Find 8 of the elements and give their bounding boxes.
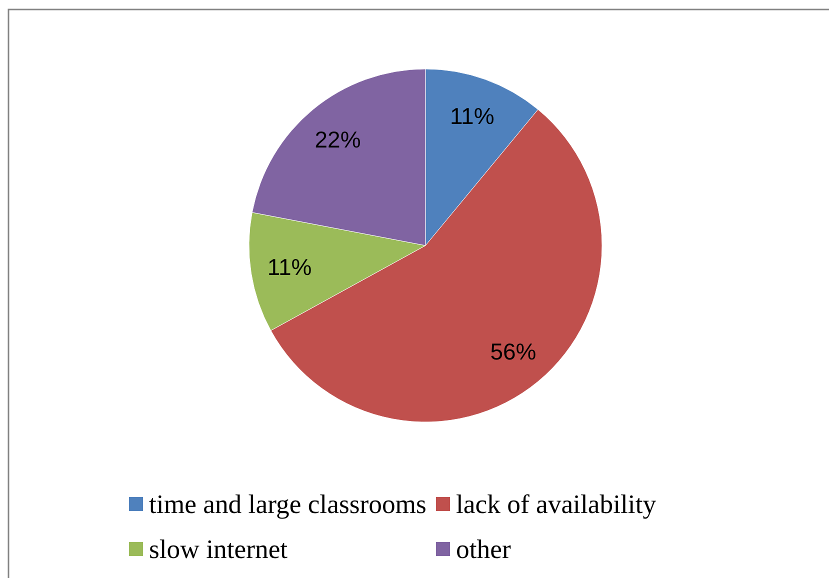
data-label: 11%: [267, 254, 312, 280]
legend-label: other: [456, 534, 511, 564]
legend-label: lack of availability: [456, 489, 657, 519]
data-label: 22%: [314, 126, 361, 152]
legend-label: slow internet: [149, 534, 288, 564]
data-label: 11%: [450, 102, 494, 129]
data-label: 56%: [490, 338, 536, 365]
legend-label: time and large classrooms: [149, 489, 426, 519]
